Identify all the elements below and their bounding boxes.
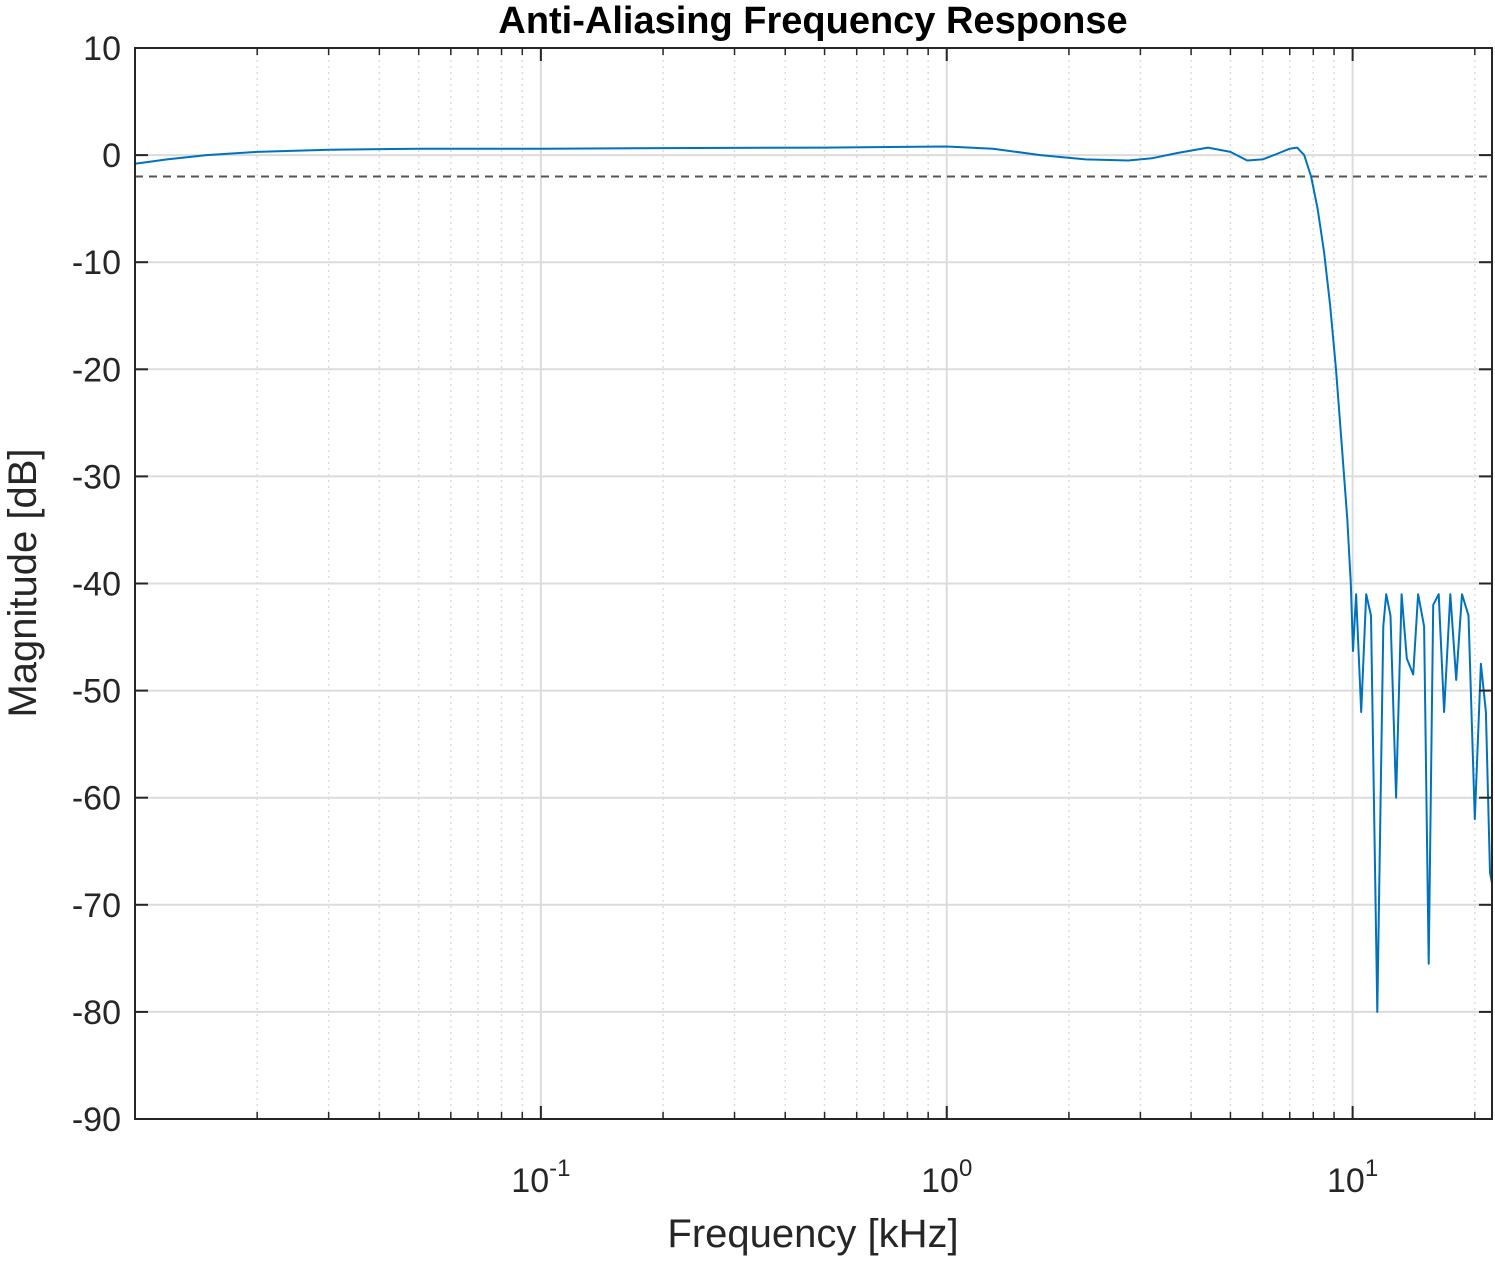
y-tick-label: -40 bbox=[72, 566, 121, 604]
y-axis-label: Magnitude [dB] bbox=[1, 448, 45, 717]
y-tick-label: 10 bbox=[83, 30, 121, 68]
y-tick-label: -10 bbox=[72, 244, 121, 282]
y-tick-label: -70 bbox=[72, 887, 121, 925]
axes bbox=[134, 47, 1493, 1120]
x-tick-label: 10-1 bbox=[511, 1155, 570, 1200]
x-tick-label: 101 bbox=[1327, 1155, 1378, 1200]
y-tick-label: -50 bbox=[72, 673, 121, 711]
plot-area bbox=[134, 145, 1493, 1013]
chart-title: Anti-Aliasing Frequency Response bbox=[498, 0, 1127, 42]
y-tick-label: -60 bbox=[72, 780, 121, 818]
series-line bbox=[134, 145, 1493, 1013]
axes-box bbox=[134, 47, 1493, 1120]
major-grid bbox=[135, 47, 1492, 1120]
y-tick-label: -80 bbox=[72, 994, 121, 1032]
y-tick-label: -30 bbox=[72, 458, 121, 496]
x-tick-label: 100 bbox=[921, 1155, 972, 1200]
y-tick-label: 0 bbox=[102, 137, 121, 175]
y-tick-label: -90 bbox=[72, 1101, 121, 1139]
y-tick-label: -20 bbox=[72, 351, 121, 389]
x-axis-label: Frequency [kHz] bbox=[667, 1212, 958, 1256]
